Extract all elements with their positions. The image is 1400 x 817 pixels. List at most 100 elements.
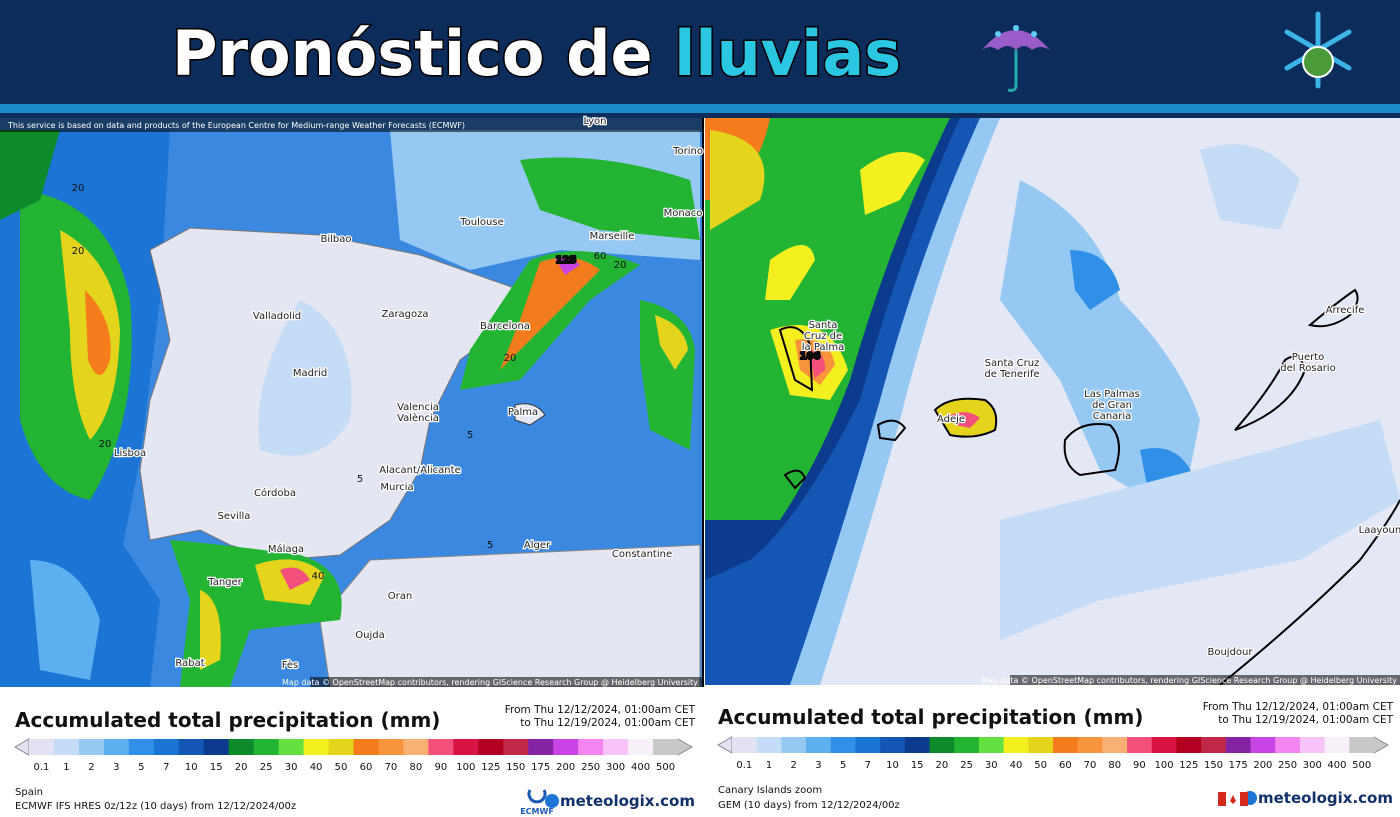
value-label: 125 [556,255,577,266]
legend-label: 150 [1204,760,1223,771]
legend-label: 40 [310,762,323,773]
legend-swatch [478,739,504,755]
value-label: 20 [72,246,85,257]
legend-label: 125 [481,762,500,773]
top-attribution-bg [0,118,702,132]
legend-label: 60 [1059,760,1072,771]
place-label: Palma [508,407,538,418]
legend-swatch [1102,737,1128,753]
legend-label: 2 [88,762,94,773]
place-label: Santa [809,320,838,331]
legends: Accumulated total precipitation (mm) From… [13,701,1394,816]
legend-arrow-left [13,738,30,756]
legend-model: ECMWF IFS HRES 0z/12z (10 days) from 12/… [15,801,296,812]
place-label: Madrid [293,368,327,379]
flag-leaf [1230,795,1236,804]
places: Lyon Torino Toulouse Bilbao Marseille Monaco V… [72,115,1400,673]
place-label: Córdoba [254,487,296,499]
legend-label: 80 [1108,760,1121,771]
right-map [705,118,1400,685]
value-label: 20 [99,439,112,450]
legend-date-to: to Thu 12/19/2024, 01:00am CET [1218,714,1393,726]
legend-title: Accumulated total precipitation (mm) [718,705,1143,729]
ecmwf-logo: ECMWF [520,807,554,816]
title-highlight: lluvias [674,17,901,90]
place-label: Oujda [355,630,384,641]
legend-label: 125 [1179,760,1198,771]
legend-model: GEM (10 days) from 12/12/2024/00z [718,800,900,811]
legend-label: 400 [1327,760,1346,771]
legend-label: 250 [1278,760,1297,771]
place-label: Cruz de [804,331,842,342]
legend-swatch [732,737,758,753]
legend-label: 175 [531,762,550,773]
legend-label: 100 [1155,760,1174,771]
legend-swatch [153,739,180,755]
legend-swatch [578,739,604,755]
legend-label: 300 [1303,760,1322,771]
left-map [0,118,702,687]
legend-swatch [603,739,629,755]
legend-label: 30 [985,760,998,771]
legend-swatch [855,737,881,753]
place-label: Málaga [268,543,304,555]
place-label: Torino [672,146,703,157]
place-label: Arrecife [1326,305,1365,316]
legend-swatch [1225,737,1252,753]
legend-label: 15 [210,762,223,773]
place-label: Adeje [937,414,965,425]
legend-swatch [103,739,130,755]
place-label: Valladolid [253,311,301,322]
snowflake-icon [1284,11,1352,89]
place-label: Lisboa [114,448,146,459]
value-label: 106 [800,351,821,362]
legend-label: 20 [936,760,949,771]
legend-label: 3 [113,762,119,773]
legend-label: 100 [456,762,475,773]
legend-swatch [1250,737,1276,753]
legend-label: 20 [235,762,248,773]
legend-swatch [653,739,679,755]
legend-swatch [1299,737,1326,753]
place-label: Alger [524,540,551,551]
legend-swatch [528,739,554,755]
brand: meteologix.com [1258,789,1393,807]
legend-swatch [830,737,856,753]
ecmwf-logo-mark [527,789,547,804]
legend-swatch [78,739,105,755]
header-stripe-dark [0,113,1400,118]
place-label: de Gran [1092,400,1132,411]
header-title: Pronóstico de lluvias [172,17,901,90]
legend-swatch [128,739,155,755]
legend-label: 25 [260,762,273,773]
legend-swatch [1053,737,1079,753]
brand-icon [545,794,559,808]
place-label: Oran [388,591,412,602]
legend-region: Spain [15,787,43,798]
legend-swatch [1151,737,1177,753]
legend-label: 90 [1133,760,1146,771]
place-label: Lyon [583,116,606,127]
legend-arrow-left [716,736,733,754]
place-label: Constantine [612,549,672,560]
value-label: 20 [72,183,85,194]
title-text: Pronóstico de [172,17,653,90]
legend-label: 175 [1229,760,1248,771]
legend-swatch [53,739,80,755]
bottom-attribution-bg [310,677,702,687]
place-label: Rabat [175,658,204,669]
legend-swatch [756,737,782,753]
place-label: Murcia [380,482,413,493]
legend-label: 30 [285,762,298,773]
legend-swatch [403,739,429,755]
legend-label: 2 [791,760,797,771]
legend-label: 0.1 [736,760,752,771]
legend-swatch [904,737,931,753]
legend-swatch [1176,737,1202,753]
legend-label: 70 [385,762,398,773]
legend-label: 7 [865,760,871,771]
place-label: la Palma [802,342,844,353]
legend-label: 10 [886,760,899,771]
place-label: Toulouse [459,217,503,228]
